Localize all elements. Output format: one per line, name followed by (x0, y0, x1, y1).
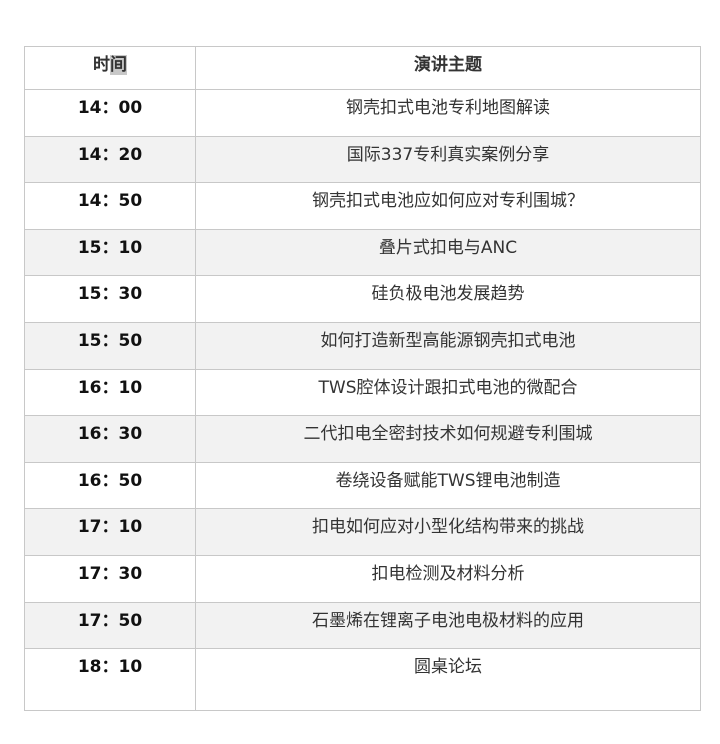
time-cell: 17：50 (24, 601, 196, 650)
table-row: 16：30 二代扣电全密封技术如何规避专利围城 (24, 415, 701, 463)
topic-cell: 扣电如何应对小型化结构带来的挑战 (195, 508, 701, 556)
topic-cell: 如何打造新型高能源钢壳扣式电池 (195, 321, 701, 370)
time-cell: 16：30 (24, 415, 196, 463)
table-row: 16：10 TWS腔体设计跟扣式电池的微配合 (24, 368, 701, 417)
topic-cell: 圆桌论坛 (195, 648, 701, 712)
topic-cell: 钢壳扣式电池专利地图解读 (195, 89, 701, 137)
table-row: 16：50 卷绕设备赋能TWS锂电池制造 (24, 461, 701, 510)
table-row: 15：10 叠片式扣电与ANC (24, 228, 701, 277)
topic-cell: 国际337专利真实案例分享 (195, 135, 701, 184)
table-row: 15：50 如何打造新型高能源钢壳扣式电池 (24, 321, 701, 370)
table-row: 18：10 圆桌论坛 (24, 648, 701, 712)
table-row: 14：20 国际337专利真实案例分享 (24, 135, 701, 184)
topic-cell: TWS腔体设计跟扣式电池的微配合 (195, 368, 701, 417)
topic-cell: 卷绕设备赋能TWS锂电池制造 (195, 461, 701, 510)
schedule-table: 时间 演讲主题 14：00 钢壳扣式电池专利地图解读 14：20 国际337专利真实案… (24, 46, 701, 712)
time-cell: 14：00 (24, 89, 196, 137)
table-row: 17：50 石墨烯在锂离子电池电极材料的应用 (24, 601, 701, 650)
table-row: 17：30 扣电检测及材料分析 (24, 554, 701, 603)
header-time-text: 时 (93, 55, 110, 75)
topic-cell: 叠片式扣电与ANC (195, 228, 701, 277)
header-topic: 演讲主题 (195, 46, 701, 90)
time-cell: 16：10 (24, 368, 196, 417)
table-row: 14：50 钢壳扣式电池应如何应对专利围城？ (24, 182, 701, 230)
time-cell: 16：50 (24, 461, 196, 510)
topic-cell: 扣电检测及材料分析 (195, 554, 701, 603)
time-cell: 14：20 (24, 135, 196, 184)
time-cell: 15：50 (24, 321, 196, 370)
header-time-highlighted: 间 (110, 55, 127, 75)
table-row: 17：10 扣电如何应对小型化结构带来的挑战 (24, 508, 701, 556)
time-cell: 17：10 (24, 508, 196, 556)
time-cell: 14：50 (24, 182, 196, 230)
topic-cell: 钢壳扣式电池应如何应对专利围城？ (195, 182, 701, 230)
topic-cell: 二代扣电全密封技术如何规避专利围城 (195, 415, 701, 463)
time-cell: 15：30 (24, 275, 196, 323)
table-row: 15：30 硅负极电池发展趋势 (24, 275, 701, 323)
topic-cell: 石墨烯在锂离子电池电极材料的应用 (195, 601, 701, 650)
table-row: 14：00 钢壳扣式电池专利地图解读 (24, 89, 701, 137)
time-cell: 15：10 (24, 228, 196, 277)
header-time: 时间 (24, 46, 196, 90)
time-cell: 18：10 (24, 648, 196, 712)
topic-cell: 硅负极电池发展趋势 (195, 275, 701, 323)
table-header: 时间 演讲主题 (24, 46, 701, 90)
time-cell: 17：30 (24, 554, 196, 603)
